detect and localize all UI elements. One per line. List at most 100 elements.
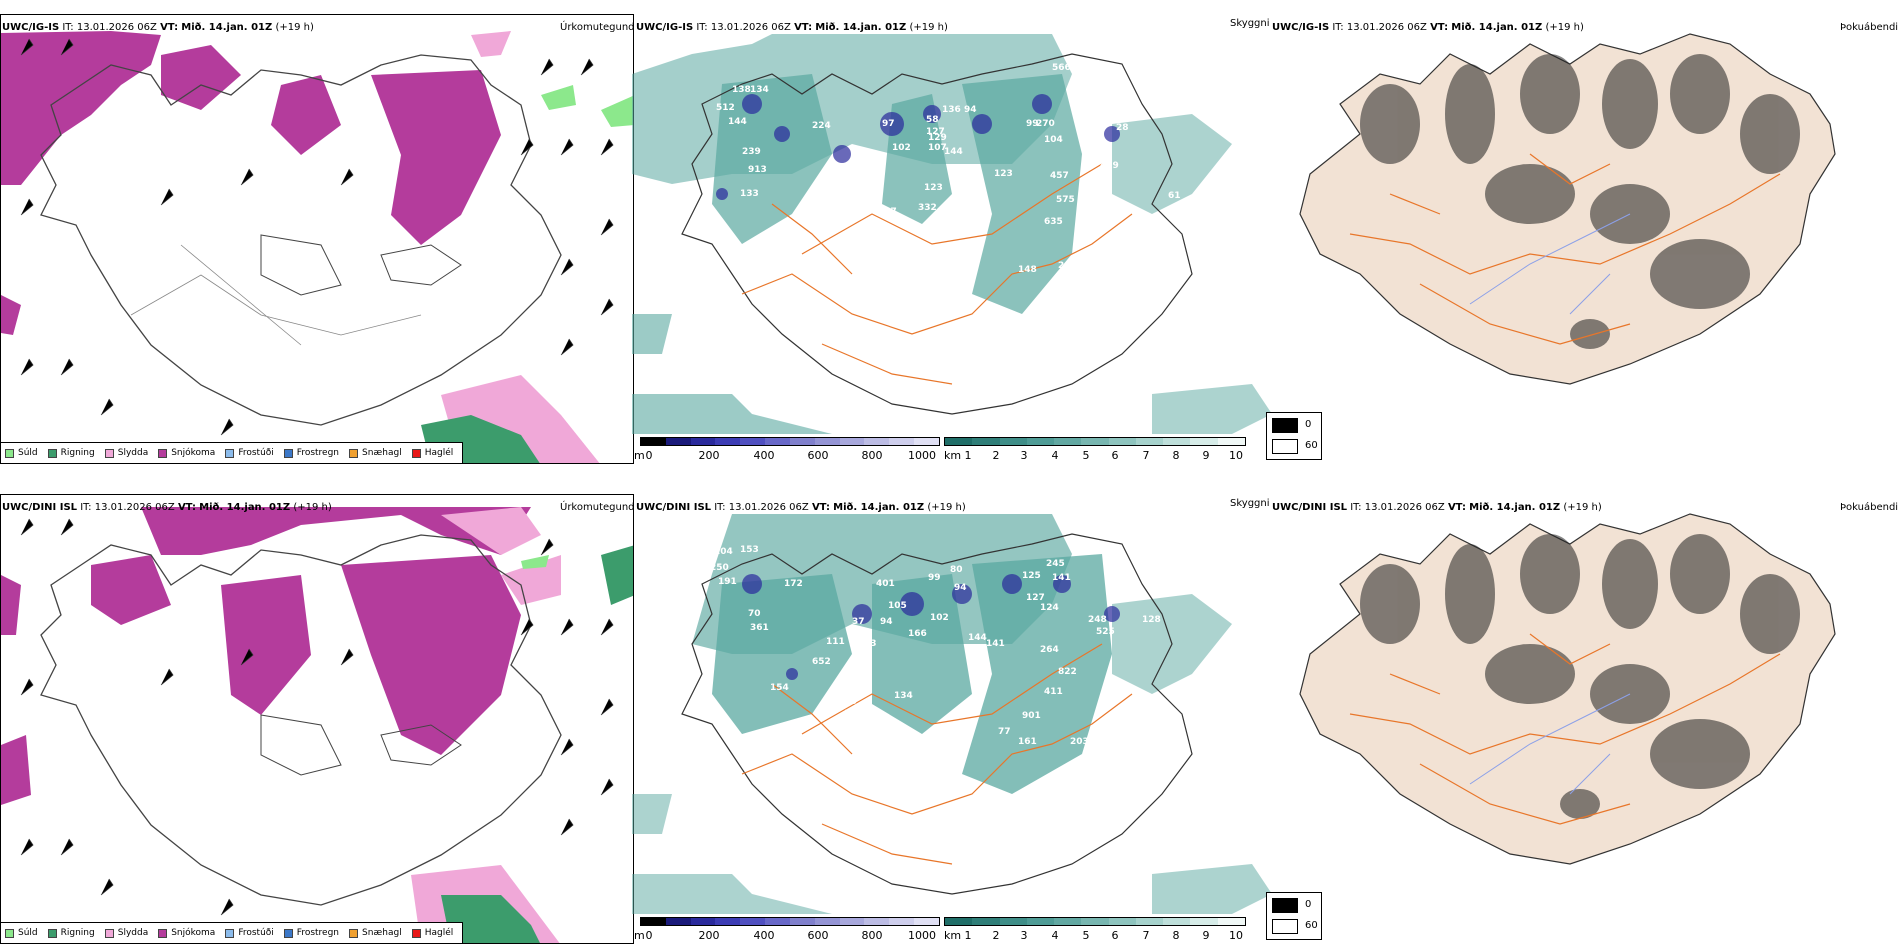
precip-type-legend-1: Súld Rigning Slydda Snjókoma Frostúði Fr… [1, 442, 463, 463]
legend-swatch [225, 448, 235, 458]
colorbar-segment [1026, 918, 1055, 925]
colorbar-tick: 0 [645, 449, 653, 462]
panel-header-precip-1: UWC/IG-IS IT: 13.01.2026 06Z VT: Mið. 14… [2, 22, 314, 33]
fog-legend-label-low: 60 [1305, 440, 1318, 451]
legend-item-hail: Haglél [411, 928, 453, 938]
cloud-base-label: 80 [950, 565, 963, 575]
precip-type-panel-2: Súld Rigning Slydda Snjókoma Frostúði Fr… [0, 494, 634, 944]
colorbar-segment [864, 438, 890, 445]
fog-index-panel-2 [1270, 494, 1900, 934]
legend-item-freezing-drizzle: Frostúði [225, 448, 274, 458]
cloud-base-label: 124 [1040, 603, 1059, 613]
cloud-base-label: 144 [944, 147, 963, 157]
legend-swatch [283, 928, 293, 938]
colorbar-tick: 6 [1111, 449, 1119, 462]
cloud-base-label: 270 [1036, 119, 1055, 129]
legend-item-rain: Rigning [47, 448, 95, 458]
colorbar-segment [641, 438, 666, 445]
glacier-outline [260, 714, 462, 776]
colorbar-tick: 600 [807, 449, 829, 462]
panel-title-precip-2: Úrkomutegund [560, 502, 635, 513]
panel-header-precip-2: UWC/DINI ISL IT: 13.01.2026 06Z VT: Mið.… [2, 502, 332, 513]
cloud-base-label: 245 [1046, 559, 1065, 569]
cloud-base-label: 243 [838, 697, 857, 707]
cloud-base-label: 245 [1058, 261, 1077, 271]
cloud-base-label: 141 [1052, 573, 1071, 583]
colorbar-segment [972, 438, 1000, 445]
cloud-base-label: 28 [1116, 123, 1129, 133]
snow-area [91, 555, 171, 625]
legend-item-drizzle: Súld [5, 928, 38, 938]
cloud-base-label: 104 [1044, 135, 1063, 145]
snow-area [1, 575, 21, 635]
colorbar-segment [1217, 918, 1245, 925]
cloud-base-label: 170 [1072, 99, 1091, 109]
colorbar-segment [814, 438, 840, 445]
colorbar-tick: 1000 [908, 929, 936, 942]
visibility-colorbar-2: km 1 2 3 4 5 6 7 8 9 10 [944, 917, 1246, 943]
visibility-area [712, 74, 1082, 314]
colorbar-segment [814, 918, 840, 925]
cloud-base-label: 107 [928, 143, 947, 153]
legend-item-snow: Snjókoma [158, 448, 215, 458]
fog-legend-swatch-high [1272, 418, 1298, 433]
cloud-base-areas [742, 574, 1120, 680]
colorbar-tick: 400 [753, 929, 775, 942]
iceland-outline [681, 53, 1193, 415]
rain-area [441, 895, 540, 943]
legend-swatch [104, 928, 114, 938]
fog-legend-swatch-low [1272, 439, 1298, 454]
panel-title-cloud-1: Skyggni [1230, 18, 1270, 29]
cloud-base-label: 61 [1168, 191, 1181, 201]
legend-item-freezing-drizzle: Frostúði [225, 928, 274, 938]
fog-index-panel-1 [1270, 14, 1900, 454]
colorbar-segment [914, 438, 939, 445]
snow-area [271, 75, 341, 155]
cloud-base-label: 652 [812, 657, 831, 667]
colorbar-unit: km [944, 449, 962, 462]
legend-item-freezing-rain: Frostregn [283, 928, 339, 938]
legend-item-sleet: Slydda [104, 448, 148, 458]
colorbar-tick: 1 [964, 449, 972, 462]
panel-title-cloud-2: Skyggni [1230, 498, 1270, 509]
legend-item-snow: Snjókoma [158, 928, 215, 938]
legend-swatch [411, 928, 421, 938]
cloud-base-label: 411 [1044, 687, 1063, 697]
cloud-base-label: 105 [888, 601, 907, 611]
fog-legend-label-low: 60 [1305, 920, 1318, 931]
colorbar-tick: 800 [861, 449, 883, 462]
colorbar-tick: 1 [964, 929, 972, 942]
colorbar-segment [740, 438, 766, 445]
cloud-base-label: 191 [844, 709, 863, 719]
legend-item-snow-pellets: Snæhagl [349, 928, 402, 938]
panel-header-cloud-1: UWC/IG-IS IT: 13.01.2026 06Z VT: Mið. 14… [636, 22, 948, 33]
cloud-base-label: 72 [908, 387, 921, 397]
colorbar-segment [1163, 918, 1191, 925]
colorbar-segment [641, 918, 666, 925]
cloud-base-label: 127 [1026, 593, 1045, 603]
legend-swatch [104, 448, 114, 458]
colorbar-segment [1054, 918, 1082, 925]
panel-title-precip-1: Úrkomutegund [560, 22, 635, 33]
cloud-base-label: 308 [1050, 281, 1069, 291]
colorbar-tick: 200 [698, 929, 720, 942]
fog-index-map-2 [1299, 513, 1836, 865]
drizzle-area [541, 85, 576, 110]
colorbar-segment [665, 918, 691, 925]
colorbar-segment [972, 918, 1000, 925]
visibility-area [632, 594, 1272, 914]
visibility-area [712, 554, 1112, 794]
legend-swatch [411, 448, 421, 458]
legend-item-hail: Haglél [411, 448, 453, 458]
cloud-visibility-panel-1: 138 134 512 144 224 239 913 133 99 188 9… [632, 14, 1272, 434]
panel-title-fog-1: Þokuábendi [1840, 22, 1899, 33]
snow-area [341, 555, 521, 755]
road-lines [741, 163, 1133, 385]
cloud-base-label: 401 [876, 579, 895, 589]
river-lines [1469, 213, 1631, 315]
cloud-base-label: 264 [1040, 645, 1059, 655]
colorbar-segment [1108, 918, 1136, 925]
cloud-base-label: 127 [926, 127, 945, 137]
precip-type-panel-1: Súld Rigning Slydda Snjókoma Frostúði Fr… [0, 14, 634, 464]
colorbar-tick: 5 [1082, 929, 1090, 942]
